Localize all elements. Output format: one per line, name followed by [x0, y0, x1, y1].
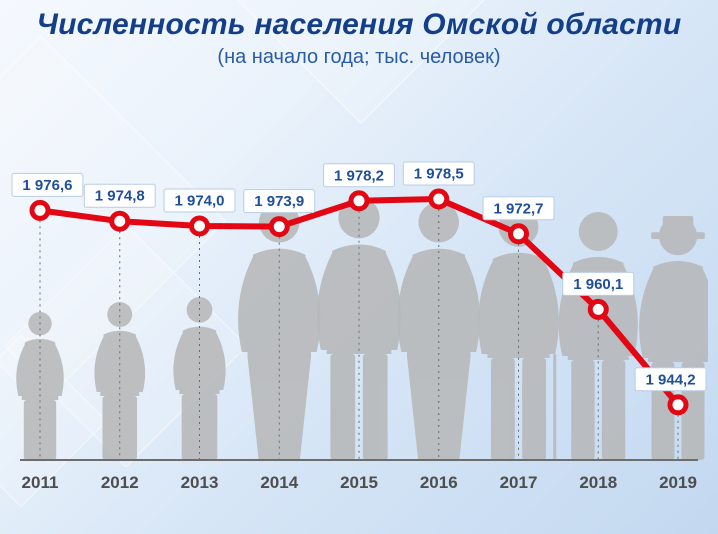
data-label: 1 960,1 — [573, 276, 623, 293]
data-point — [511, 226, 527, 242]
data-label: 1 974,8 — [95, 188, 145, 205]
data-point — [192, 218, 208, 234]
x-axis-label: 2013 — [181, 473, 219, 492]
data-label: 1 978,5 — [414, 165, 464, 182]
silhouette — [553, 212, 638, 460]
data-point — [431, 191, 447, 207]
page-subtitle: (на начало года; тыс. человек) — [0, 46, 718, 69]
x-axis-label: 2017 — [500, 473, 538, 492]
data-label: 1 944,2 — [646, 371, 696, 388]
data-point — [670, 397, 686, 413]
data-label: 1 974,0 — [174, 192, 224, 209]
data-point — [112, 213, 128, 229]
data-label: 1 976,6 — [22, 177, 72, 194]
x-axis-label: 2014 — [260, 473, 298, 492]
data-point — [351, 193, 367, 209]
population-chart: 1 976,6 1 974,8 1 974,0 1 973,9 1 978,2 1 978… — [10, 80, 708, 514]
silhouette — [238, 202, 320, 460]
silhouette — [639, 216, 708, 460]
data-point — [590, 301, 606, 317]
data-point — [32, 202, 48, 218]
data-label: 1 978,2 — [334, 167, 384, 184]
x-axis-label: 2012 — [101, 473, 139, 492]
data-label: 1 973,9 — [254, 193, 304, 210]
x-axis-label: 2016 — [420, 473, 458, 492]
data-point — [271, 219, 287, 235]
x-axis-label: 2018 — [579, 473, 617, 492]
data-label: 1 972,7 — [493, 200, 543, 217]
x-axis-label: 2019 — [659, 473, 697, 492]
x-axis-label: 2015 — [340, 473, 378, 492]
x-axis-label: 2011 — [22, 473, 59, 492]
page-title: Численность населения Омской области — [0, 8, 718, 42]
